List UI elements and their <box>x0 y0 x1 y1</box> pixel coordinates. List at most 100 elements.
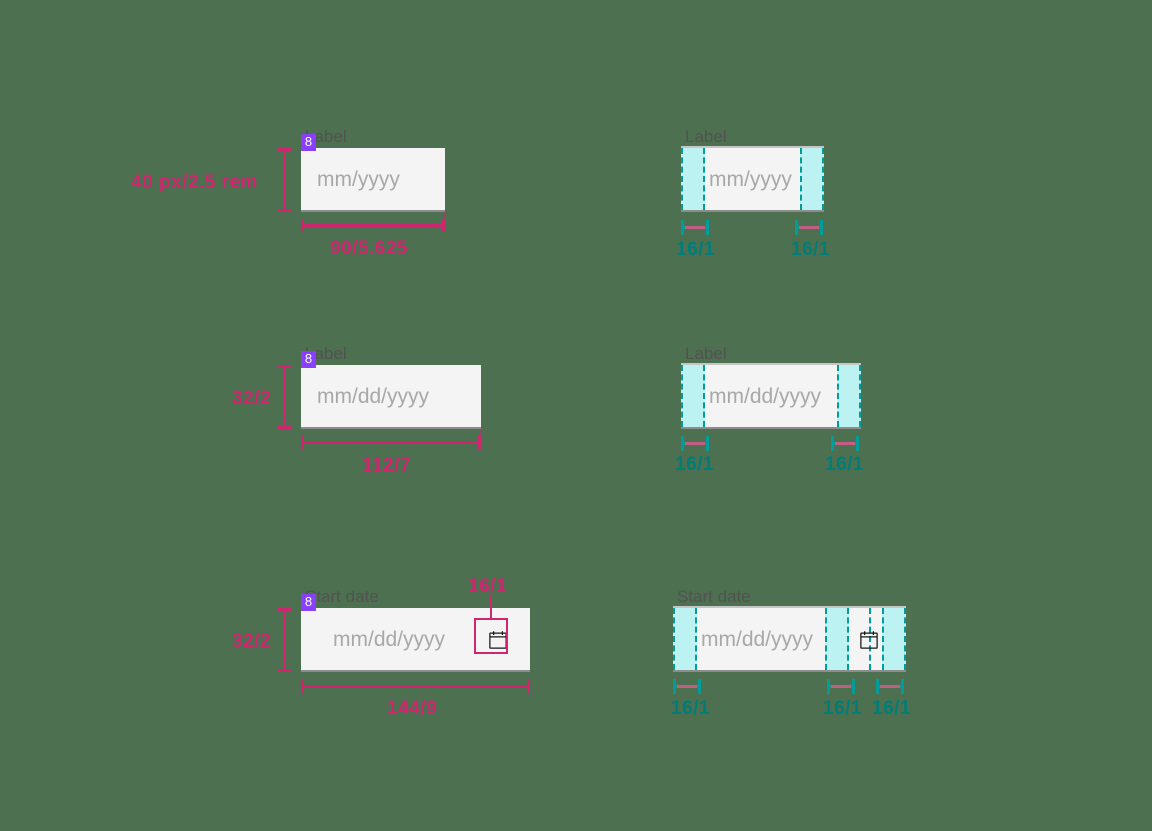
measure-cap-left <box>301 219 304 232</box>
padding-bracket-gap <box>827 679 855 694</box>
field-placeholder: mm/dd/yyyy <box>333 627 446 651</box>
bracket-end-right <box>901 679 904 694</box>
width-measure-bar <box>301 436 481 449</box>
bracket-end-right <box>698 679 701 694</box>
bracket-end-left <box>681 436 684 451</box>
bracket-end-right <box>706 436 709 451</box>
measure-stem <box>284 365 286 429</box>
field-label: Label <box>685 344 727 363</box>
height-annotation-label: 40 px/2.5 rem <box>131 172 258 193</box>
height-measure-line <box>278 148 291 212</box>
dimension-guide-tick <box>480 429 481 442</box>
width-annotation-label: 144/9 <box>387 698 438 719</box>
bracket-end-left <box>827 679 830 694</box>
date-field-full-date-padding[interactable]: Label mm/dd/yyyy <box>681 344 861 429</box>
bracket-end-left <box>876 679 879 694</box>
field-input-box[interactable]: mm/dd/yyyy <box>301 365 481 429</box>
field-top-hairline <box>673 606 906 608</box>
padding-zone-left <box>681 365 705 427</box>
height-annotation-label: 32/2 <box>232 388 271 409</box>
bracket-end-right <box>852 679 855 694</box>
measure-cap-right <box>527 680 530 693</box>
dimension-guide-tick <box>301 429 302 442</box>
bracket-inner-line-pink <box>831 685 851 688</box>
padding-zone-left <box>673 608 697 670</box>
calendar-icon[interactable] <box>488 630 508 650</box>
width-measure-bar <box>301 680 530 693</box>
measure-bar <box>301 441 481 444</box>
field-input-box[interactable]: mm/yyyy <box>681 148 824 212</box>
bracket-end-left <box>831 436 834 451</box>
bracket-inner-line-pink <box>835 442 855 445</box>
bracket-inner-line-pink <box>880 685 900 688</box>
measure-cap-bottom <box>278 426 291 429</box>
field-input-box[interactable]: mm/dd/yyyy <box>681 365 861 429</box>
measure-bar <box>301 224 445 227</box>
padding-zone-left <box>681 148 705 210</box>
padding-bracket-left <box>681 436 709 451</box>
date-field-start-date-padding[interactable]: Start date mm/dd/yyyy <box>673 587 906 672</box>
icon-annotation-label: 16/1 <box>468 576 507 597</box>
bracket-inner-line-pink <box>685 442 705 445</box>
bracket-end-right <box>856 436 859 451</box>
bracket-inner-line-pink <box>799 226 819 229</box>
measure-bar <box>301 685 530 688</box>
padding-zone-right <box>837 365 861 427</box>
padding-annotation-label: 16/1 <box>676 239 715 260</box>
padding-bracket-left <box>673 679 701 694</box>
date-field-month-year[interactable]: Label mm/yyyy <box>301 127 445 212</box>
spacing-badge-token: 8 <box>301 134 316 151</box>
field-label: Label <box>685 127 727 146</box>
measure-cap-right <box>442 219 445 232</box>
measure-stem <box>284 608 286 672</box>
dimension-guide-tick <box>301 672 302 684</box>
bracket-end-left <box>673 679 676 694</box>
bracket-end-right <box>820 220 823 235</box>
padding-annotation-label: 16/1 <box>823 698 862 719</box>
measure-cap-top <box>278 608 291 611</box>
padding-bracket-right <box>876 679 904 694</box>
height-measure-line <box>278 365 291 429</box>
measure-cap-left <box>301 436 304 449</box>
field-input-box[interactable]: mm/yyyy <box>301 148 445 212</box>
field-input-box[interactable]: mm/dd/yyyy <box>673 608 906 672</box>
bracket-end-left <box>681 220 684 235</box>
padding-annotation-label: 16/1 <box>825 454 864 475</box>
width-measure-bar <box>301 219 445 232</box>
padding-bracket-left <box>681 220 709 235</box>
date-field-month-year-padding[interactable]: Label mm/yyyy <box>681 127 824 212</box>
padding-annotation-label: 16/1 <box>872 698 911 719</box>
field-placeholder: mm/yyyy <box>709 167 792 191</box>
bracket-end-left <box>795 220 798 235</box>
bracket-inner-line-pink <box>677 685 697 688</box>
icon-measure-leader-line <box>490 596 492 620</box>
bracket-end-right <box>706 220 709 235</box>
measure-cap-left <box>301 680 304 693</box>
field-placeholder: mm/dd/yyyy <box>709 384 822 408</box>
measure-cap-top <box>278 148 291 151</box>
calendar-icon[interactable] <box>859 630 879 650</box>
field-placeholder: mm/dd/yyyy <box>701 627 814 651</box>
padding-zone-right <box>800 148 824 210</box>
field-top-hairline <box>681 363 861 365</box>
padding-zone-gap <box>825 608 849 670</box>
field-label: Start date <box>305 587 379 606</box>
measure-stem <box>284 148 286 212</box>
field-placeholder: mm/dd/yyyy <box>317 384 430 408</box>
height-measure-line <box>278 608 291 672</box>
field-top-hairline <box>681 146 824 148</box>
width-annotation-label: 90/5.625 <box>330 238 408 259</box>
field-label: Start date <box>677 587 751 606</box>
padding-annotation-label: 16/1 <box>791 239 830 260</box>
padding-guide-edge <box>869 608 871 670</box>
spacing-badge-token: 8 <box>301 594 316 611</box>
width-annotation-label: 112/7 <box>362 455 411 476</box>
padding-bracket-right <box>795 220 823 235</box>
date-field-full-date[interactable]: Label mm/dd/yyyy <box>301 344 481 429</box>
field-placeholder: mm/yyyy <box>317 167 400 191</box>
padding-bracket-right <box>831 436 859 451</box>
bracket-inner-line-pink <box>685 226 705 229</box>
measure-cap-right <box>478 436 481 449</box>
dimension-guide-tick <box>529 672 530 684</box>
